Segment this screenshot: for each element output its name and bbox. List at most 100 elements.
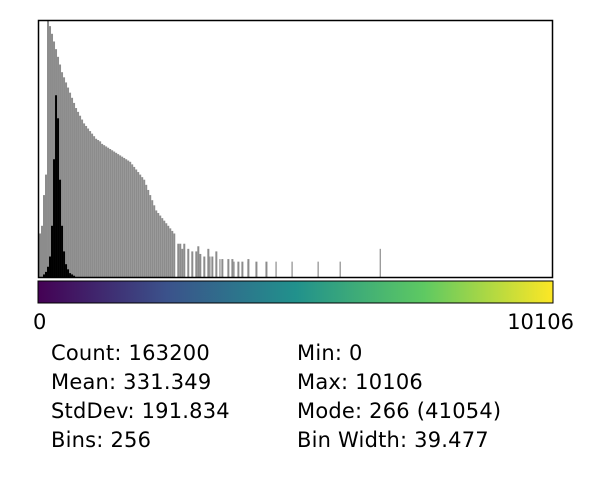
gray-bar-113 bbox=[265, 261, 268, 277]
gray-bar-22 bbox=[83, 123, 86, 278]
gray-bar-60 bbox=[159, 215, 162, 277]
gray-bar-2 bbox=[43, 195, 46, 277]
gray-bar-84 bbox=[207, 248, 210, 277]
gray-bar-65 bbox=[169, 228, 172, 277]
gray-bar-3 bbox=[45, 174, 48, 277]
gray-bar-33 bbox=[105, 146, 108, 277]
gray-bar-40 bbox=[119, 155, 122, 277]
outlier-bar-9 bbox=[379, 248, 381, 277]
gray-bar-63 bbox=[165, 223, 168, 277]
gray-bar-41 bbox=[121, 156, 124, 277]
gray-bar-53 bbox=[145, 184, 148, 277]
gray-bar-71 bbox=[181, 248, 184, 277]
gray-bar-67 bbox=[173, 233, 176, 277]
stat-mean: Mean: 331.349 bbox=[51, 370, 212, 394]
black-bar-3 bbox=[45, 271, 48, 277]
black-bar-4 bbox=[47, 266, 50, 277]
stat-max: Max: 10106 bbox=[297, 370, 423, 394]
gray-bar-69 bbox=[177, 243, 180, 277]
gray-bar-28 bbox=[95, 138, 98, 277]
gray-bar-50 bbox=[139, 174, 142, 277]
gray-bar-47 bbox=[133, 166, 136, 277]
gray-bar-25 bbox=[89, 131, 92, 277]
gray-bar-91 bbox=[221, 259, 224, 277]
gray-bar-46 bbox=[131, 164, 134, 277]
gray-bar-58 bbox=[155, 210, 158, 277]
gray-bar-5 bbox=[49, 26, 52, 278]
gray-bar-86 bbox=[211, 256, 214, 277]
gray-bar-49 bbox=[137, 172, 140, 277]
gray-bar-56 bbox=[151, 200, 154, 277]
axis-min-label: 0 bbox=[33, 310, 47, 334]
gray-bar-4 bbox=[47, 21, 50, 277]
gray-bar-82 bbox=[203, 256, 206, 277]
gray-bar-66 bbox=[171, 230, 174, 277]
gray-bar-38 bbox=[115, 152, 118, 277]
gray-bar-108 bbox=[255, 261, 258, 277]
gray-bar-10 bbox=[59, 64, 62, 278]
gray-bar-0 bbox=[39, 233, 41, 277]
black-bar-6 bbox=[51, 225, 54, 277]
black-bar-17 bbox=[73, 275, 76, 277]
outlier-bar-6 bbox=[291, 261, 293, 277]
black-bar-5 bbox=[49, 256, 52, 277]
gray-bar-96 bbox=[231, 259, 234, 277]
outlier-bar-8 bbox=[339, 261, 341, 277]
gray-bar-59 bbox=[157, 213, 160, 277]
gray-bar-32 bbox=[103, 145, 106, 277]
gray-bar-31 bbox=[101, 143, 104, 277]
gray-bar-51 bbox=[141, 177, 144, 277]
black-bar-7 bbox=[53, 159, 56, 277]
stat-mode: Mode: 266 (41054) bbox=[297, 399, 502, 423]
log-histogram-bars bbox=[39, 21, 268, 278]
gray-bar-99 bbox=[237, 261, 240, 277]
gray-bar-29 bbox=[97, 140, 100, 277]
gray-bar-39 bbox=[117, 154, 120, 277]
gray-bar-76 bbox=[191, 251, 194, 277]
gray-bar-21 bbox=[81, 119, 84, 277]
linear-histogram-bars bbox=[43, 95, 76, 278]
outlier-bar-7 bbox=[317, 261, 319, 277]
gray-bar-23 bbox=[85, 125, 88, 278]
gray-bar-6 bbox=[51, 33, 54, 277]
outlier-bar-2 bbox=[219, 259, 221, 277]
outlier-bar-5 bbox=[275, 261, 277, 277]
outlier-bar-4 bbox=[247, 261, 249, 277]
gray-bar-43 bbox=[125, 159, 128, 277]
stat-bins: Bins: 256 bbox=[51, 428, 152, 452]
colorbar bbox=[37, 280, 554, 304]
black-bar-2 bbox=[43, 274, 46, 277]
gray-bar-61 bbox=[161, 218, 164, 277]
gray-bar-45 bbox=[129, 161, 132, 277]
gray-bar-18 bbox=[75, 108, 78, 277]
gray-bar-12 bbox=[63, 77, 66, 277]
gray-bar-57 bbox=[153, 205, 156, 277]
stat-bin-width: Bin Width: 39.477 bbox=[297, 428, 489, 452]
gray-bar-74 bbox=[187, 248, 190, 277]
gray-bar-72 bbox=[183, 243, 186, 277]
outlier-bar-1 bbox=[209, 256, 211, 277]
gray-bar-44 bbox=[127, 160, 130, 277]
gray-bar-94 bbox=[227, 259, 230, 277]
black-bar-16 bbox=[71, 274, 74, 277]
gray-bar-70 bbox=[179, 243, 182, 277]
gray-bar-48 bbox=[135, 169, 138, 277]
gray-bar-55 bbox=[149, 195, 152, 277]
histogram-plot bbox=[37, 19, 554, 304]
gray-bar-15 bbox=[69, 92, 72, 278]
gray-bar-20 bbox=[79, 115, 82, 277]
stats-right-column: Min: 0 Max: 10106 Mode: 266 (41054) Bin … bbox=[297, 339, 501, 455]
gray-bar-13 bbox=[65, 82, 68, 277]
gray-bar-54 bbox=[147, 189, 150, 277]
gray-bar-62 bbox=[163, 220, 166, 277]
black-bar-12 bbox=[63, 251, 66, 277]
gray-bar-26 bbox=[91, 133, 94, 277]
stat-stddev: StdDev: 191.834 bbox=[51, 399, 230, 423]
stats-left-column: Count: 163200 Mean: 331.349 StdDev: 191.… bbox=[51, 339, 230, 455]
gray-bar-35 bbox=[109, 149, 112, 277]
gray-bar-14 bbox=[67, 87, 70, 277]
black-bar-13 bbox=[65, 264, 68, 277]
gray-bar-78 bbox=[195, 251, 198, 277]
gray-bar-19 bbox=[77, 111, 80, 277]
axis-max-label: 10106 bbox=[507, 310, 574, 334]
